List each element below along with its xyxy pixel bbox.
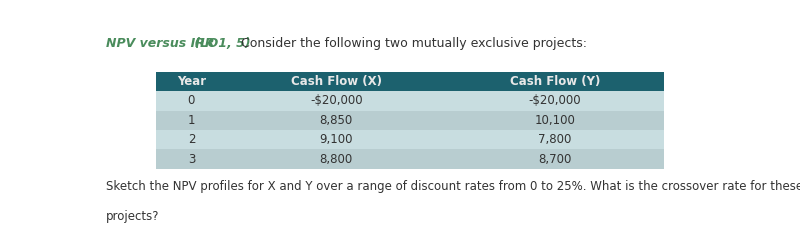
Bar	[446, 130, 664, 149]
Text: 8,850: 8,850	[320, 114, 353, 127]
Text: projects?: projects?	[106, 210, 160, 223]
Text: 8,800: 8,800	[320, 153, 353, 166]
Bar	[156, 72, 227, 91]
Bar	[156, 111, 227, 130]
Text: 8,700: 8,700	[538, 153, 571, 166]
Text: Sketch the NPV profiles for X and Y over a range of discount rates from 0 to 25%: Sketch the NPV profiles for X and Y over…	[106, 180, 800, 193]
Text: 1: 1	[188, 114, 195, 127]
Bar	[227, 72, 446, 91]
Bar	[227, 111, 446, 130]
Text: 9,100: 9,100	[319, 133, 353, 146]
Bar	[156, 91, 227, 111]
Bar	[227, 149, 446, 169]
Text: Cash Flow (X): Cash Flow (X)	[290, 75, 382, 88]
Bar	[446, 149, 664, 169]
Text: Consider the following two mutually exclusive projects:: Consider the following two mutually excl…	[238, 38, 587, 50]
Text: 0: 0	[188, 94, 195, 107]
Bar	[227, 130, 446, 149]
Text: 2: 2	[188, 133, 195, 146]
Text: Cash Flow (Y): Cash Flow (Y)	[510, 75, 600, 88]
Bar	[446, 91, 664, 111]
Bar	[156, 130, 227, 149]
Text: NPV versus IRR (LO1, 5): NPV versus IRR (LO1, 5)	[106, 38, 275, 50]
Text: Year: Year	[177, 75, 206, 88]
Bar	[227, 91, 446, 111]
Text: NPV versus IRR: NPV versus IRR	[106, 38, 214, 50]
Bar	[446, 111, 664, 130]
Text: 10,100: 10,100	[534, 114, 575, 127]
Text: -$20,000: -$20,000	[529, 94, 582, 107]
Bar	[446, 72, 664, 91]
Text: 3: 3	[188, 153, 195, 166]
Text: (LO1, 5): (LO1, 5)	[190, 38, 251, 50]
Text: 7,800: 7,800	[538, 133, 571, 146]
Bar	[156, 149, 227, 169]
Text: -$20,000: -$20,000	[310, 94, 362, 107]
